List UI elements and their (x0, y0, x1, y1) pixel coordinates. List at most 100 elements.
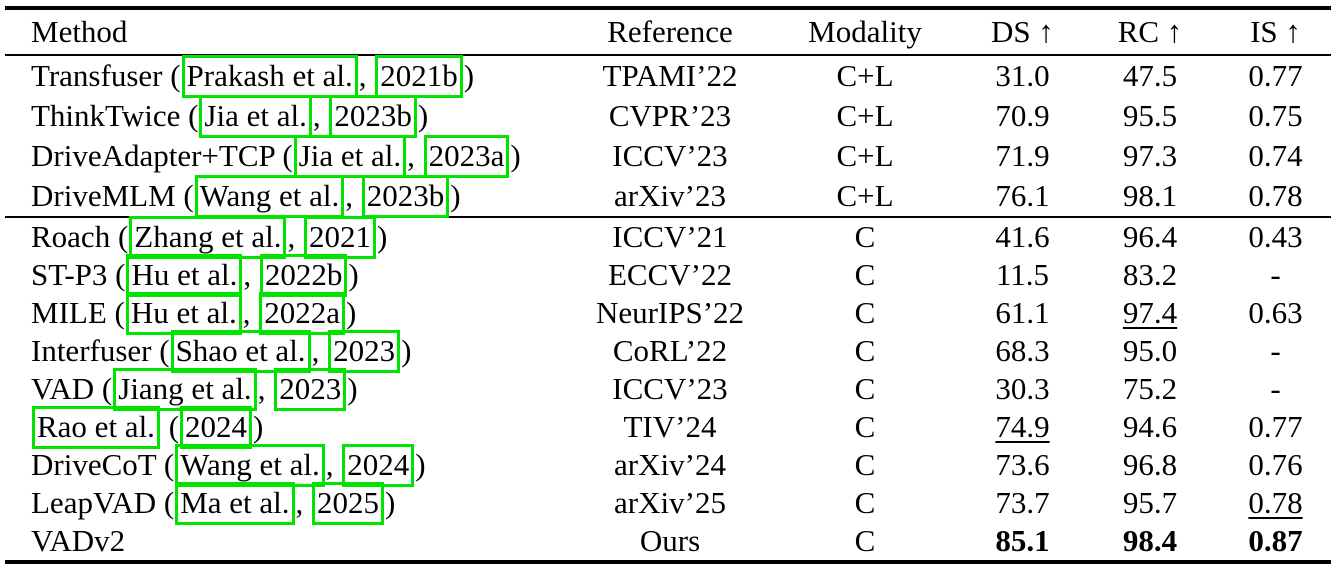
method-name: ThinkTwice ( (31, 98, 199, 133)
method-name: DriveAdapter+TCP ( (31, 138, 293, 173)
table-row: VAD (Jiang et al., 2023) ICCV’23 C 30.3 … (0, 368, 1336, 411)
citation-author-link[interactable]: Wang et al. (175, 444, 325, 487)
method-suffix: ) (346, 295, 357, 330)
reference-cell: ECCV’22 (608, 257, 732, 292)
citation-author-link[interactable]: Jia et al. (199, 95, 312, 138)
citation-separator: , (295, 485, 312, 520)
modality-cell: C+L (836, 98, 894, 133)
method-name: DriveCoT ( (31, 447, 175, 482)
ds-score-cell: 71.9 (995, 138, 1050, 173)
citation-separator: , (287, 219, 303, 254)
citation-author-link[interactable]: Rao et al. (32, 406, 160, 449)
reference-cell: TIV’24 (623, 409, 717, 444)
table-row: Rao et al. (2024) TIV’24 C 74.9 94.6 0.7… (0, 406, 1336, 449)
modality-cell: C+L (836, 58, 894, 93)
method-suffix: ) (385, 485, 396, 520)
table-row: DriveCoT (Wang et al., 2024) arXiv’24 C … (0, 444, 1336, 487)
citation-year-link[interactable]: 2023 (328, 330, 401, 373)
method-suffix: ) (417, 98, 429, 133)
citation-author-link[interactable]: Ma et al. (175, 482, 295, 525)
modality-cell: C (854, 295, 876, 330)
ds-score-cell: 76.1 (995, 178, 1050, 213)
citation-year-link[interactable]: 2023 (274, 368, 347, 411)
is-score-cell: 0.63 (1248, 295, 1303, 330)
citation-separator: , (358, 58, 375, 93)
citation-year-link[interactable]: 2022b (259, 254, 348, 297)
citation-author-link[interactable]: Shao et al. (170, 330, 311, 373)
reference-cell: ICCV’21 (612, 219, 728, 254)
citation-author-link[interactable]: Prakash et al. (181, 55, 358, 98)
method-cell: Roach (Zhang et al., 2021) (0, 216, 570, 259)
method-cell: Interfuser (Shao et al., 2023) (0, 330, 570, 373)
reference-cell: arXiv’25 (614, 485, 726, 520)
modality-cell: C+L (836, 138, 894, 173)
method-name: LeapVAD ( (31, 485, 175, 520)
col-header-ds: DS ↑ (991, 14, 1054, 49)
citation-author-link[interactable]: Jia et al. (293, 135, 407, 178)
rc-score-cell: 98.1 (1122, 178, 1178, 213)
rc-score-cell: 97.3 (1122, 138, 1178, 173)
ds-score-cell: 61.1 (995, 295, 1050, 330)
citation-separator: , (257, 371, 274, 406)
citation-year-link[interactable]: 2023b (329, 95, 417, 138)
reference-cell: CVPR’23 (608, 98, 732, 133)
method-name: Interfuser ( (31, 333, 170, 368)
citation-year-link[interactable]: 2023b (361, 175, 450, 218)
table-group-camera-only: Roach (Zhang et al., 2021) ICCV’21 C 41.… (0, 216, 1336, 560)
reference-cell: Ours (639, 523, 701, 558)
modality-cell: C (854, 409, 876, 444)
modality-cell: C (854, 333, 876, 368)
citation-author-link[interactable]: Hu et al. (126, 254, 243, 297)
rc-score-cell: 95.7 (1122, 485, 1178, 520)
reference-cell: arXiv’24 (614, 447, 726, 482)
table-row: VADv2 Ours C 85.1 98.4 0.87 (0, 522, 1336, 560)
table-row: DriveMLM (Wang et al., 2023b) arXiv’23 C… (0, 175, 1336, 218)
citation-year-link[interactable]: 2024 (180, 406, 253, 449)
citation-separator: , (311, 333, 328, 368)
ds-score-cell: 73.7 (995, 485, 1050, 520)
is-score-cell: - (1270, 333, 1281, 368)
table-row: Transfuser (Prakash et al., 2021b) TPAMI… (0, 55, 1336, 98)
citation-author-link[interactable]: Wang et al. (194, 175, 345, 218)
method-suffix: ) (463, 58, 475, 93)
method-cell: ThinkTwice (Jia et al., 2023b) (0, 95, 570, 138)
header-row: Method Reference Modality DS ↑ RC ↑ IS ↑ (0, 10, 1336, 54)
rc-score-cell: 47.5 (1122, 58, 1178, 93)
citation-author-link[interactable]: Jiang et al. (113, 368, 257, 411)
rc-score-cell: 98.4 (1122, 523, 1178, 558)
rc-score-cell: 94.6 (1122, 409, 1178, 444)
table-row: Interfuser (Shao et al., 2023) CoRL’22 C… (0, 330, 1336, 373)
method-name: DriveMLM ( (31, 178, 194, 213)
method-cell: VAD (Jiang et al., 2023) (0, 368, 570, 411)
method-name: ST-P3 ( (31, 257, 126, 292)
citation-year-link[interactable]: 2022a (259, 292, 345, 335)
ds-score-cell: 31.0 (995, 58, 1050, 93)
method-name: Transfuser ( (31, 58, 181, 93)
rc-score-cell: 95.5 (1122, 98, 1178, 133)
group-separator-rule (5, 216, 1331, 218)
method-cell: VADv2 (0, 523, 570, 559)
table-row: MILE (Hu et al., 2022a) NeurIPS’22 C 61.… (0, 292, 1336, 335)
col-header-method: Method (31, 14, 128, 49)
ds-score-cell: 68.3 (995, 333, 1050, 368)
citation-year-link[interactable]: 2025 (312, 482, 385, 525)
method-suffix: ) (348, 257, 359, 292)
ds-score-cell: 41.6 (995, 219, 1050, 254)
citation-year-link[interactable]: 2021 (303, 216, 376, 259)
citation-year-link[interactable]: 2024 (342, 444, 415, 487)
method-cell: Transfuser (Prakash et al., 2021b) (0, 55, 570, 98)
reference-cell: TPAMI’22 (602, 58, 738, 93)
is-score-cell: - (1270, 371, 1281, 406)
rc-score-cell: 96.4 (1122, 219, 1178, 254)
method-cell: DriveCoT (Wang et al., 2024) (0, 444, 570, 487)
method-cell: DriveAdapter+TCP (Jia et al., 2023a) (0, 135, 570, 178)
reference-cell: NeurIPS’22 (595, 295, 745, 330)
header-rule (5, 54, 1331, 56)
citation-year-link[interactable]: 2021b (375, 55, 463, 98)
citation-author-link[interactable]: Zhang et al. (129, 216, 287, 259)
citation-author-link[interactable]: Hu et al. (125, 292, 242, 335)
is-score-cell: 0.77 (1248, 58, 1303, 93)
ds-score-cell: 73.6 (995, 447, 1050, 482)
citation-year-link[interactable]: 2023a (423, 135, 510, 178)
is-score-cell: 0.78 (1248, 178, 1303, 213)
